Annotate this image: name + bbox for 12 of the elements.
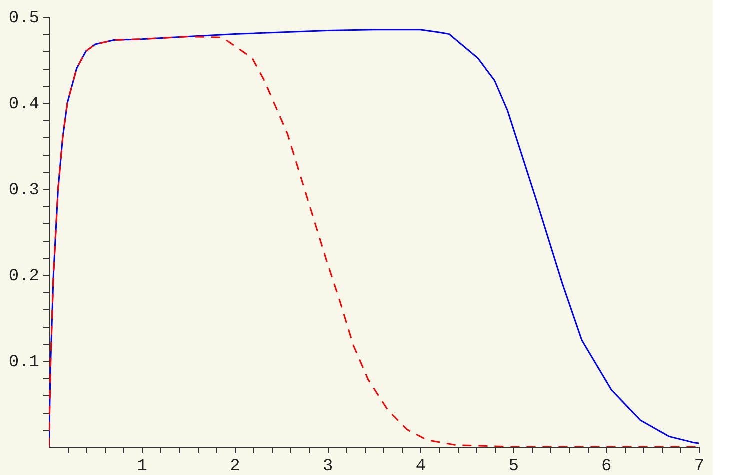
y-tick-label: 0.5 [8, 10, 40, 28]
x-tick-label: 5 [508, 458, 519, 475]
x-tick-label: 4 [416, 458, 426, 475]
y-tick-label: 0.3 [8, 182, 40, 200]
x-tick-label: 1 [137, 458, 148, 475]
y-tick-label: 0.2 [8, 268, 40, 286]
x-tick-label: 3 [322, 458, 334, 475]
x-tick-label: 7 [694, 458, 705, 475]
x-tick-label: 2 [230, 458, 240, 475]
y-tick-label: 0.4 [8, 96, 40, 114]
y-tick-label: 0.1 [8, 354, 40, 372]
x-tick-label: 6 [602, 458, 612, 475]
